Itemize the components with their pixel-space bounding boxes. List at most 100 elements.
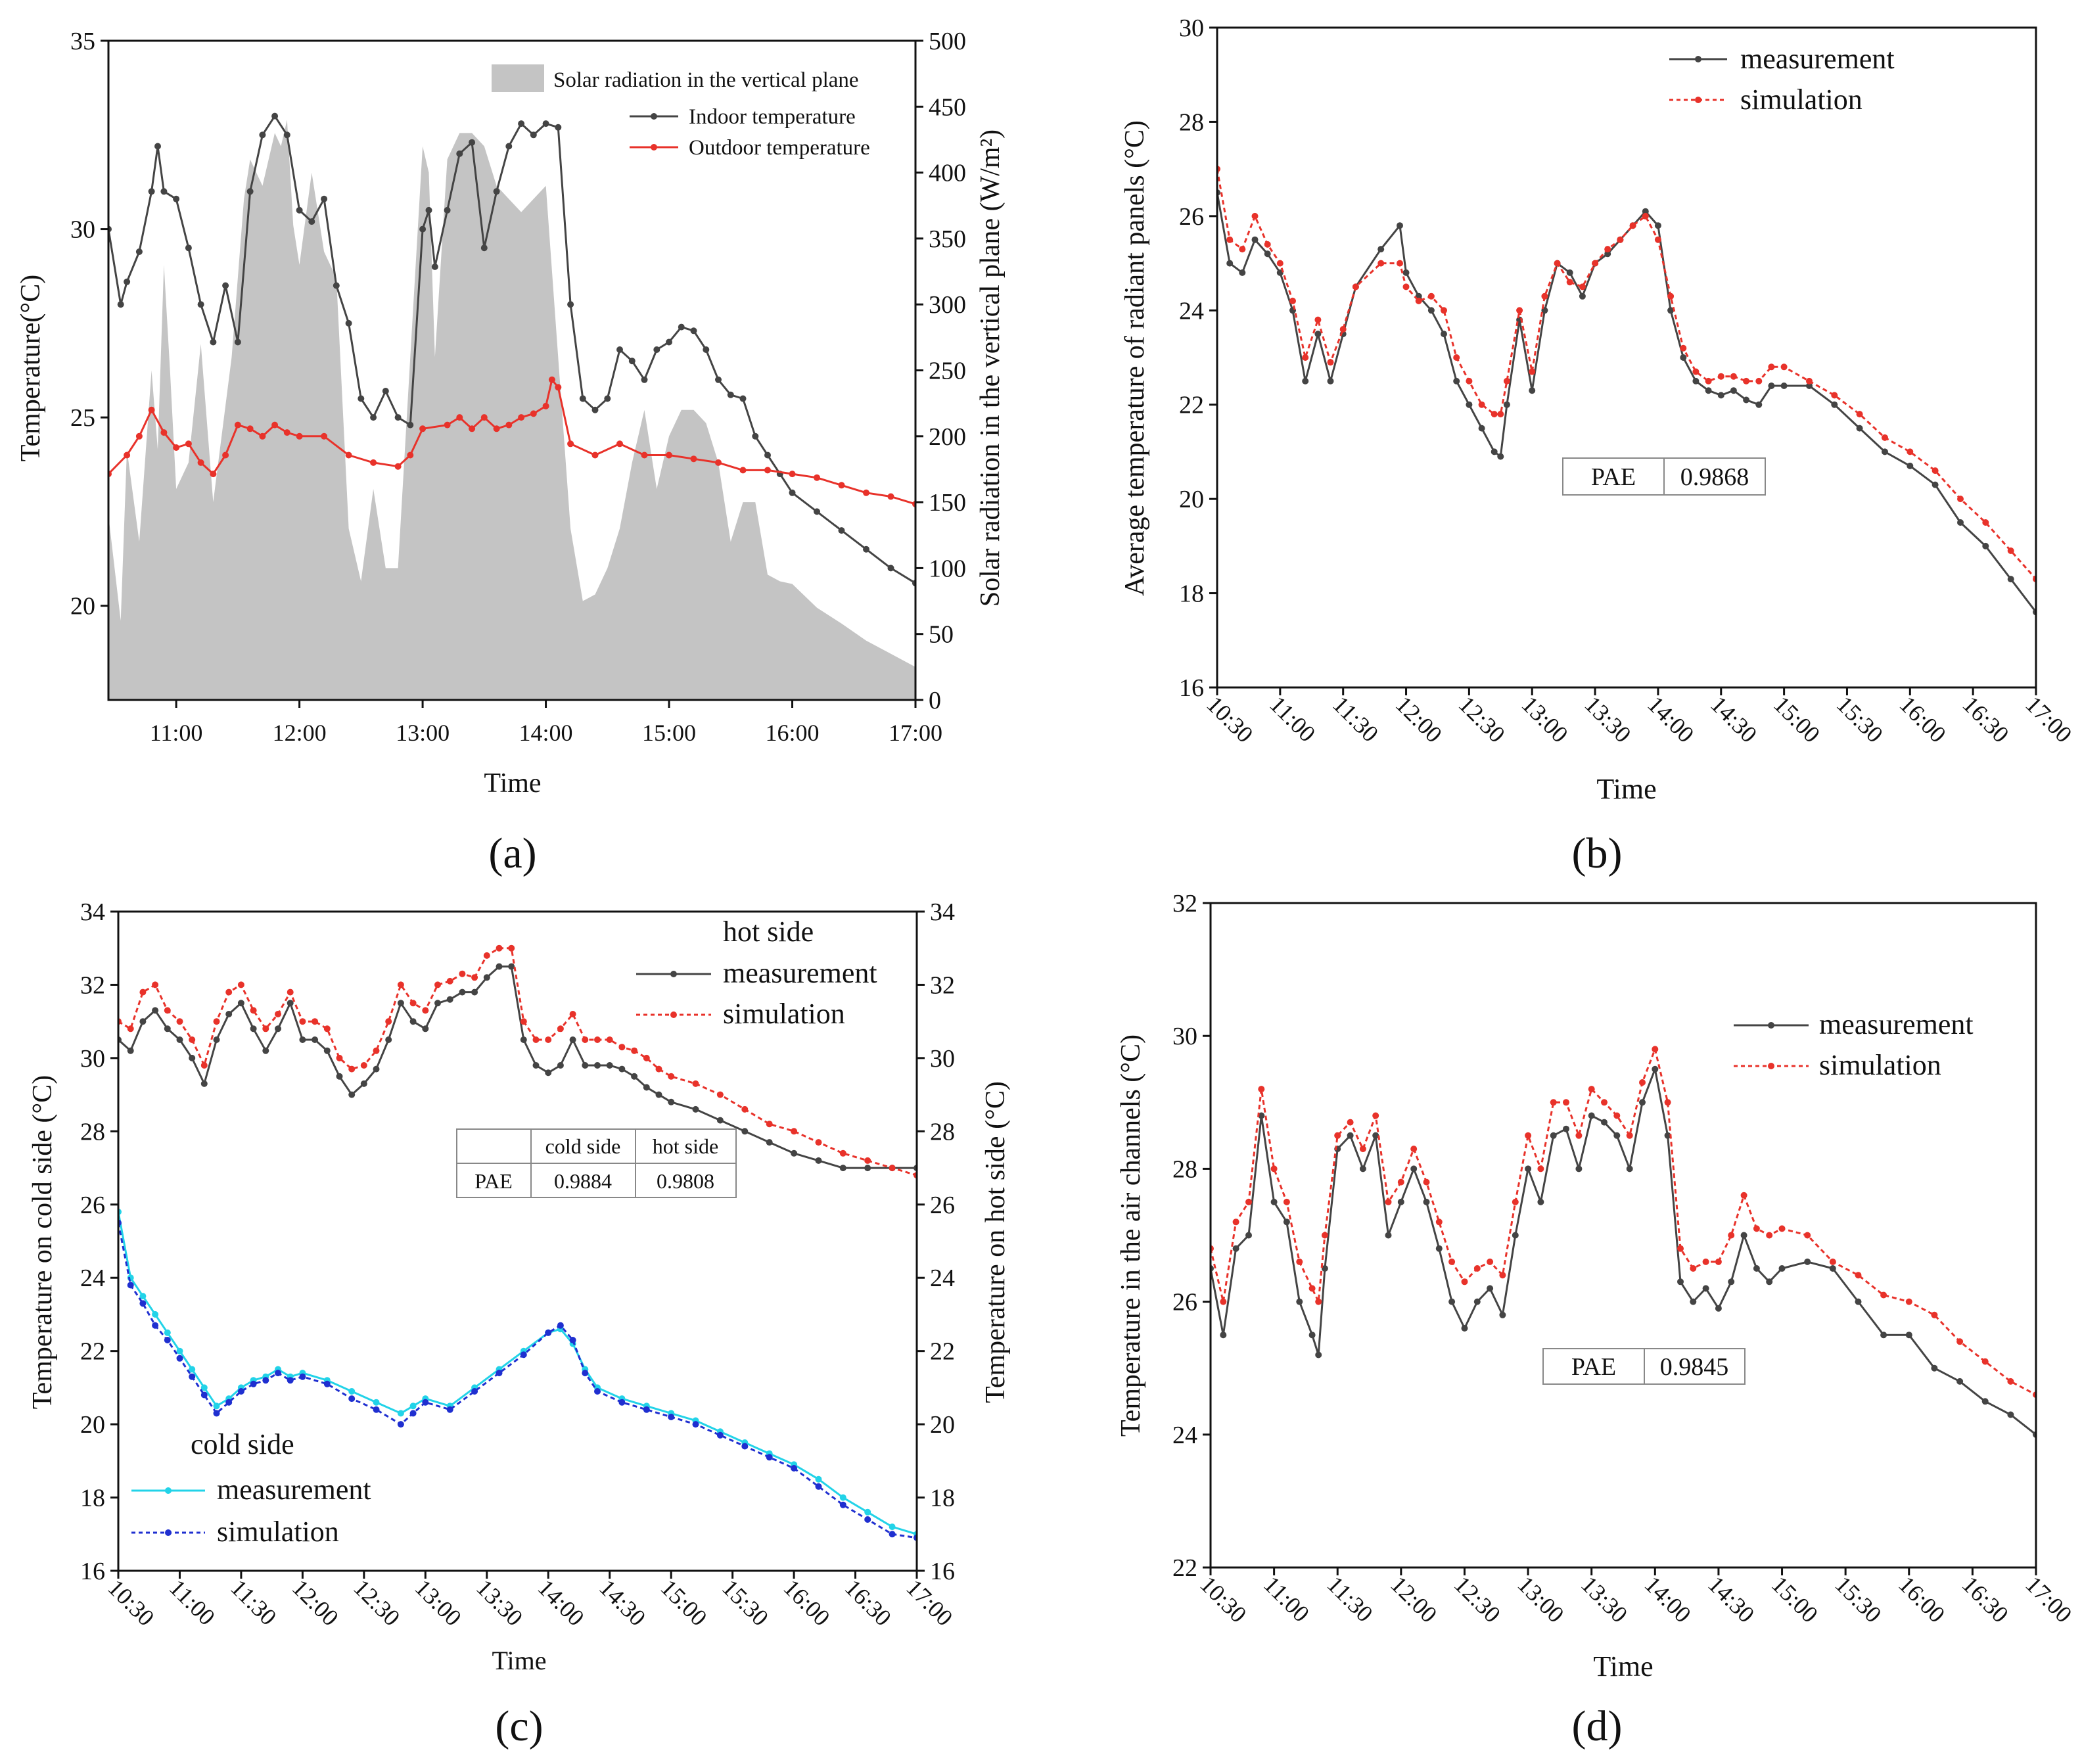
series-point xyxy=(2007,576,2014,583)
series-point xyxy=(1780,383,1788,389)
series-point xyxy=(1289,297,1296,304)
series-point xyxy=(333,282,340,289)
series-point xyxy=(631,1047,638,1054)
series-point xyxy=(1232,1219,1239,1226)
series-point xyxy=(262,1047,269,1054)
y2-tick-label: 20 xyxy=(930,1411,955,1439)
series-point xyxy=(505,421,513,429)
series-point xyxy=(716,1091,724,1098)
series-point xyxy=(643,1084,650,1091)
panel-label-c: (c) xyxy=(495,1702,543,1750)
series-point xyxy=(200,1080,208,1087)
series-point xyxy=(1692,368,1700,375)
y-tick-label: 34 xyxy=(80,898,105,926)
y-tick-label: 26 xyxy=(1172,1289,1197,1316)
series-point xyxy=(135,432,143,440)
series-point xyxy=(1566,279,1573,286)
series-point xyxy=(189,1366,196,1373)
series-point xyxy=(200,1062,208,1069)
series-point xyxy=(582,1036,589,1043)
series-point xyxy=(1270,1198,1278,1205)
series-line-3 xyxy=(118,1222,917,1539)
series-point xyxy=(237,1388,244,1395)
series-point xyxy=(127,1282,134,1289)
series-point xyxy=(655,1065,662,1073)
series-point xyxy=(1626,1132,1633,1139)
series-point xyxy=(1461,1325,1468,1332)
series-point xyxy=(791,1465,798,1472)
series-point xyxy=(397,1421,404,1428)
series-point xyxy=(545,1036,552,1043)
series-point xyxy=(213,1018,220,1025)
x-tick-label: 10:30 xyxy=(1195,1571,1251,1627)
series-point xyxy=(1654,236,1661,243)
y-tick-label: 22 xyxy=(80,1338,105,1366)
series-point xyxy=(1516,307,1523,314)
series-point xyxy=(1359,1146,1366,1153)
series-point xyxy=(152,1311,159,1318)
series-point xyxy=(716,1117,724,1124)
y2-tick-label: 28 xyxy=(930,1118,955,1146)
x-tick-label: 16:30 xyxy=(1957,691,2014,747)
series-point xyxy=(348,1065,356,1073)
series-point xyxy=(262,1377,269,1384)
series-point xyxy=(1728,1278,1735,1286)
series-point xyxy=(164,1025,171,1033)
series-point xyxy=(164,1007,171,1014)
series-point xyxy=(520,1018,527,1025)
series-point xyxy=(1529,368,1536,375)
series-point xyxy=(1579,283,1586,290)
series-point xyxy=(520,1351,527,1358)
y2-tick-label: 100 xyxy=(929,555,966,582)
series-point xyxy=(815,1139,822,1146)
series-point xyxy=(508,944,515,952)
series-point xyxy=(530,410,537,417)
series-point xyxy=(557,1062,564,1069)
series-point xyxy=(370,459,377,466)
series-point xyxy=(299,1018,306,1025)
y-tick-label: 25 xyxy=(70,404,95,432)
x-tick-label: 17:00 xyxy=(2020,691,2077,747)
series-point xyxy=(678,323,685,331)
series-point xyxy=(1601,1119,1608,1126)
x-tick-label: 14:00 xyxy=(1642,691,1699,747)
series-point xyxy=(889,1165,896,1172)
series-point xyxy=(225,1399,233,1406)
series-point xyxy=(234,338,241,346)
series-point xyxy=(1829,1258,1836,1265)
series-point xyxy=(555,384,562,391)
series-point xyxy=(1982,519,1989,526)
series-point xyxy=(1296,1298,1303,1305)
series-point xyxy=(618,1065,626,1073)
y2-tick-label: 0 xyxy=(929,687,941,714)
x-tick-label: 15:00 xyxy=(642,720,696,746)
series-point xyxy=(789,489,796,496)
x-tick-label: 12:00 xyxy=(273,720,327,746)
series-point xyxy=(1575,1165,1583,1172)
series-point xyxy=(348,1388,356,1395)
series-point xyxy=(164,1337,171,1343)
series-point xyxy=(471,974,478,981)
series-point xyxy=(1466,377,1473,384)
series-point xyxy=(480,414,488,421)
series-point xyxy=(692,1080,699,1087)
series-point xyxy=(323,1380,331,1387)
series-point xyxy=(373,1047,380,1054)
series-point xyxy=(668,1098,675,1105)
series-point xyxy=(532,1036,540,1043)
series-point xyxy=(1717,392,1724,399)
series-point xyxy=(864,1516,871,1523)
series-point xyxy=(1804,1258,1811,1265)
series-point xyxy=(1372,1132,1379,1139)
series-point xyxy=(422,1025,429,1033)
x-tick-label: 16:00 xyxy=(1895,691,1951,747)
series-point xyxy=(425,206,432,214)
series-point xyxy=(1613,1132,1621,1139)
y2-tick-label: 400 xyxy=(929,160,966,187)
series-point xyxy=(1601,1099,1608,1106)
series-point xyxy=(287,1000,294,1007)
series-point xyxy=(336,1054,343,1061)
series-point xyxy=(1575,1132,1583,1139)
series-point xyxy=(287,988,294,996)
series-point xyxy=(889,1531,896,1538)
